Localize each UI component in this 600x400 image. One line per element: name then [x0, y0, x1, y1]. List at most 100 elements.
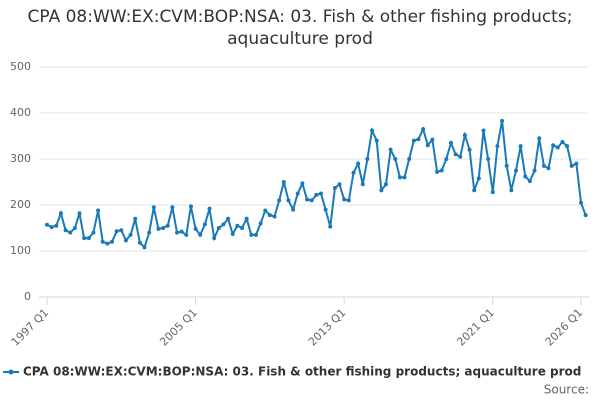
- data-point: [444, 157, 449, 161]
- data-point: [328, 224, 333, 229]
- data-point: [49, 225, 54, 230]
- data-point: [105, 241, 110, 246]
- data-point: [374, 138, 379, 143]
- data-point: [360, 182, 365, 187]
- data-point: [527, 179, 532, 184]
- x-tick-label: 2005 Q1: [157, 306, 200, 349]
- data-point: [96, 208, 101, 213]
- data-point: [137, 240, 142, 245]
- data-point: [175, 230, 180, 235]
- data-point: [323, 207, 328, 212]
- x-tick-label: 1997 Q1: [9, 306, 52, 349]
- data-point: [253, 232, 258, 237]
- data-point: [147, 230, 152, 235]
- data-point: [565, 144, 570, 149]
- data-point: [500, 118, 505, 123]
- data-point: [541, 163, 546, 168]
- data-point: [569, 163, 574, 168]
- data-point: [551, 143, 556, 148]
- source: Source:: [544, 383, 589, 397]
- data-point: [523, 174, 528, 179]
- legend-label: CPA 08:WW:EX:CVM:BOP:NSA: 03. Fish & oth…: [23, 365, 581, 379]
- data-point: [123, 238, 128, 243]
- data-point: [407, 157, 412, 161]
- data-point: [244, 216, 249, 221]
- data-point: [230, 231, 235, 236]
- data-point: [342, 197, 347, 202]
- data-point: [119, 228, 124, 233]
- data-point: [226, 216, 231, 221]
- data-point: [365, 157, 370, 161]
- legend-marker: [8, 369, 14, 375]
- data-point: [281, 180, 286, 184]
- data-point: [221, 222, 226, 227]
- data-point: [86, 236, 91, 241]
- data-point: [54, 223, 59, 228]
- data-point: [402, 175, 407, 180]
- data-point: [267, 213, 272, 218]
- data-point: [263, 208, 268, 213]
- data-point: [458, 154, 463, 159]
- data-point: [421, 127, 426, 132]
- data-point: [435, 169, 440, 174]
- data-point: [110, 239, 115, 244]
- data-point: [504, 163, 509, 168]
- data-point: [77, 211, 82, 216]
- data-point: [337, 182, 342, 187]
- data-point: [397, 175, 402, 180]
- data-point: [142, 245, 147, 250]
- data-point: [555, 145, 560, 150]
- data-point: [45, 222, 49, 227]
- data-point: [305, 197, 310, 202]
- data-point: [207, 206, 212, 211]
- data-point: [318, 191, 323, 196]
- series-line: [46, 120, 587, 250]
- data-point: [332, 185, 337, 190]
- data-point: [448, 140, 453, 145]
- data-point: [370, 128, 375, 133]
- x-tick-label: 2026 Q1: [543, 306, 586, 349]
- data-point: [63, 228, 68, 233]
- data-point: [258, 221, 263, 226]
- data-point: [583, 213, 588, 218]
- data-point: [300, 181, 305, 186]
- data-point: [425, 143, 430, 148]
- data-point: [513, 168, 518, 173]
- data-point: [188, 204, 193, 209]
- data-point: [495, 144, 500, 149]
- data-point: [346, 198, 351, 203]
- data-point: [486, 157, 491, 161]
- data-point: [379, 188, 384, 193]
- y-tick-label: 400: [10, 106, 31, 119]
- data-point: [481, 128, 486, 133]
- data-point: [411, 138, 416, 143]
- y-tick-label: 500: [10, 60, 31, 73]
- data-point: [277, 198, 282, 203]
- data-point: [546, 166, 551, 171]
- data-point: [314, 192, 319, 197]
- data-point: [388, 147, 393, 152]
- data-point: [291, 207, 296, 212]
- data-point: [416, 137, 421, 142]
- data-point: [560, 139, 565, 144]
- data-point: [579, 200, 583, 205]
- data-point: [72, 226, 77, 230]
- data-point: [156, 226, 161, 231]
- y-tick-label: 200: [10, 198, 31, 211]
- data-point: [272, 214, 277, 219]
- data-point: [165, 223, 170, 228]
- data-point: [467, 147, 472, 152]
- data-point: [532, 168, 537, 173]
- data-point: [462, 133, 467, 138]
- data-point: [393, 157, 398, 161]
- data-point: [537, 136, 542, 141]
- data-point: [472, 188, 477, 193]
- data-point: [574, 161, 579, 166]
- data-point: [356, 161, 361, 166]
- chart-title: CPA 08:WW:EX:CVM:BOP:NSA: 03. Fish & oth…: [27, 7, 573, 49]
- data-point: [82, 236, 87, 241]
- y-tick-label: 100: [10, 244, 31, 257]
- data-point: [439, 168, 444, 173]
